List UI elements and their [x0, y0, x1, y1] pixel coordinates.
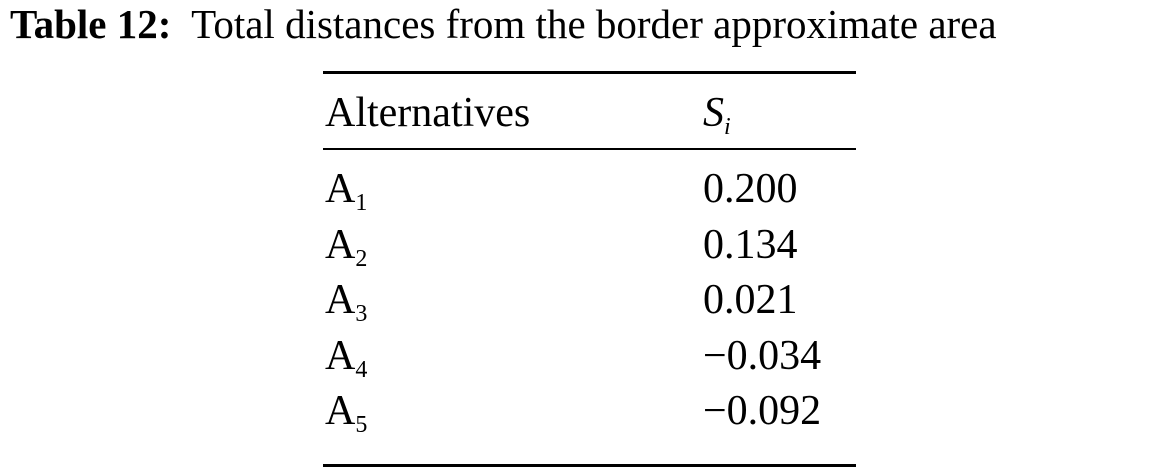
alternative-cell: A3: [325, 277, 367, 326]
top-rule: [323, 71, 856, 74]
header-cell: Si: [703, 90, 731, 139]
value-cell: 0.134: [703, 221, 798, 268]
alternative-symbol: A: [325, 166, 356, 212]
caption: Table 12: Total distances from the borde…: [10, 4, 997, 45]
alternative-subscript: 3: [355, 301, 368, 327]
header-symbol: S: [703, 90, 724, 136]
caption-label: Table 12:: [10, 1, 172, 47]
alternative-subscript: 5: [355, 412, 368, 438]
alternative-cell: A1: [325, 166, 367, 215]
alternative-symbol: A: [325, 221, 356, 268]
value-cell: 0.021: [703, 277, 798, 323]
alternative-cell: A5: [325, 388, 367, 437]
header-subscript: i: [724, 114, 731, 140]
alternative-symbol: A: [325, 277, 356, 323]
value-cell: 0.200: [703, 166, 798, 212]
alternative-cell: A4: [325, 332, 367, 382]
alternative-symbol: A: [325, 388, 356, 434]
value-cell: −0.034: [703, 332, 822, 379]
bottom-rule: [323, 464, 856, 467]
alternative-subscript: 1: [355, 190, 368, 216]
alternative-subscript: 4: [355, 356, 368, 383]
mid-rule: [323, 148, 856, 150]
alternative-subscript: 2: [355, 245, 368, 272]
alternative-symbol: A: [325, 332, 356, 379]
header-cell: Alternatives: [325, 90, 531, 136]
caption-text: Total distances from the border approxim…: [191, 1, 997, 47]
value-cell: −0.092: [703, 388, 822, 434]
alternative-cell: A2: [325, 221, 367, 271]
